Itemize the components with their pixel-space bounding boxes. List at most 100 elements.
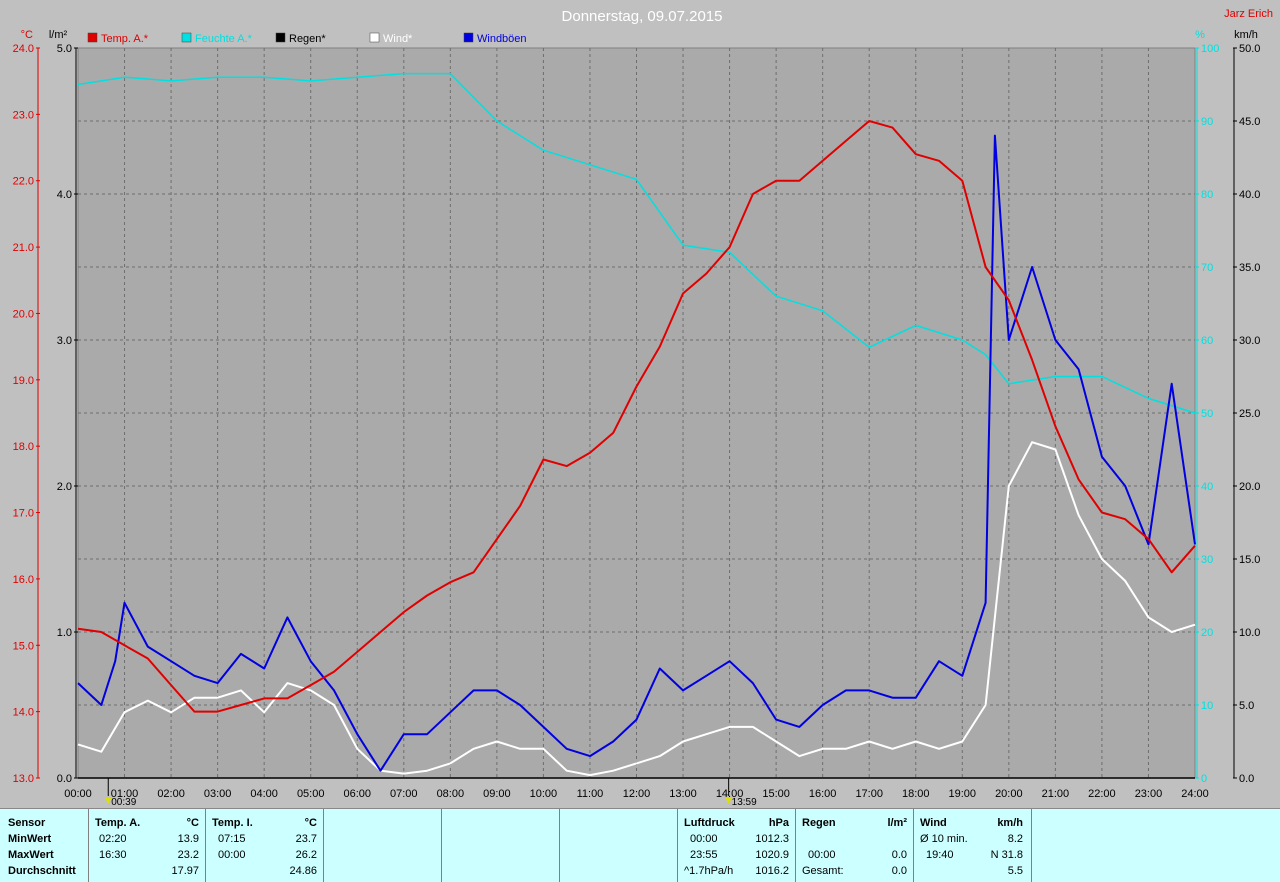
temp-outdoor-header: Temp. A. <box>95 817 141 829</box>
legend-item: Temp. A.* <box>87 32 149 45</box>
wind-avg10-label: Ø 10 min. <box>920 833 968 845</box>
legend-swatch <box>463 32 474 43</box>
temp-tick-label: 20.0 <box>13 308 34 320</box>
row-min-label: MinWert <box>8 833 52 845</box>
wind-tick-label: 45.0 <box>1239 116 1260 128</box>
sensor-column: Sensor MinWert MaxWert Durchschnitt <box>0 809 89 882</box>
wind-tick-label: 35.0 <box>1239 262 1260 274</box>
wind-tick-label: 25.0 <box>1239 408 1260 420</box>
temp-outdoor-column: Temp. A. °C 02:20 13.9 16:30 23.2 17.97 <box>89 809 206 882</box>
pressure-trend: ^1.7hPa/h <box>684 865 734 877</box>
x-tick-label: 11:00 <box>577 788 604 800</box>
humidity-tick-label: 20 <box>1201 627 1213 639</box>
temp-tick-label: 13.0 <box>13 773 34 785</box>
time-markers: 00:39 13:59 <box>105 778 757 808</box>
x-tick-label: 21:00 <box>1042 788 1070 800</box>
x-tick-label: 04:00 <box>250 788 278 800</box>
temp-outdoor-min-time: 02:20 <box>99 833 127 845</box>
temp-indoor-max: 26.2 <box>295 849 317 861</box>
legend-swatch <box>369 32 380 43</box>
rain-tick-label: 5.0 <box>57 43 72 55</box>
legend-swatch <box>275 32 286 43</box>
empty-column-1 <box>324 809 442 882</box>
empty-column-2 <box>442 809 560 882</box>
series-lines <box>77 72 1196 779</box>
legend-label: Windböen <box>477 33 527 45</box>
station-name: Jarz Erich <box>1224 8 1273 20</box>
wind-tick-label: 5.0 <box>1239 700 1254 712</box>
x-tick-label: 13:00 <box>669 788 697 800</box>
humidity-tick-label: 0 <box>1201 773 1207 785</box>
pressure-min: 1012.3 <box>755 833 789 845</box>
x-tick-label: 06:00 <box>343 788 371 800</box>
x-tick-label: 07:00 <box>390 788 418 800</box>
x-tick-label: 22:00 <box>1088 788 1116 800</box>
temp-indoor-unit: °C <box>304 817 317 829</box>
marker-arrow <box>725 798 732 804</box>
row-max-label: MaxWert <box>8 849 54 861</box>
wind-avg: 5.5 <box>1007 865 1023 877</box>
pressure-max: 1020.9 <box>755 849 789 861</box>
temp-tick-label: 24.0 <box>13 43 34 55</box>
temp-tick-label: 14.0 <box>13 707 34 719</box>
statistics-panel: Sensor MinWert MaxWert Durchschnitt Temp… <box>0 808 1280 882</box>
x-tick-label: 19:00 <box>949 788 977 800</box>
wind-header: Wind <box>920 817 947 829</box>
temp-indoor-column: Temp. I. °C 07:15 23.7 00:00 26.2 24.86 <box>206 809 324 882</box>
wind-avg10: 8.2 <box>1007 833 1023 845</box>
temp-outdoor-min: 13.9 <box>177 833 199 845</box>
series-line <box>77 441 1196 777</box>
legend-swatch <box>181 32 192 43</box>
temp-tick-label: 16.0 <box>13 574 34 586</box>
rain-tick-label: 4.0 <box>57 189 72 201</box>
temp-indoor-header: Temp. I. <box>212 817 253 829</box>
wind-column: Wind km/h Ø 10 min. 8.2 19:40 N 31.8 5.5 <box>914 809 1032 882</box>
temp-tick-label: 19.0 <box>13 375 34 387</box>
wind-max: N 31.8 <box>990 849 1023 861</box>
temp-tick-label: 22.0 <box>13 176 34 188</box>
temp-indoor-max-time: 00:00 <box>218 849 246 861</box>
x-tick-label: 12:00 <box>623 788 651 800</box>
temp-tick-label: 17.0 <box>13 508 34 520</box>
humidity-tick-label: 40 <box>1201 481 1213 493</box>
legend-item: Wind* <box>369 32 413 45</box>
x-tick-label: 00:00 <box>64 788 92 800</box>
legend-item: Regen* <box>275 32 326 45</box>
temp-tick-label: 23.0 <box>13 109 34 121</box>
wind-tick-label: 0.0 <box>1239 773 1254 785</box>
x-tick-label: 14:00 <box>716 788 744 800</box>
axis-labels: 13.0 14.0 15.0 16.0 17.0 18.0 19.0 20.0 21.0 22.0… <box>13 43 1261 800</box>
x-tick-label: 03:00 <box>204 788 232 800</box>
x-tick-label: 10:00 <box>530 788 558 800</box>
grid <box>78 48 1195 778</box>
temp-tick-label: 18.0 <box>13 441 34 453</box>
series-line <box>77 120 1196 713</box>
legend: Temp. A.* Feuchte A.* Regen* Wind* Windböen <box>87 32 527 45</box>
marker-label: 00:39 <box>111 797 136 808</box>
legend-item: Windböen <box>463 32 527 45</box>
x-tick-label: 23:00 <box>1135 788 1163 800</box>
series-line <box>77 72 1196 414</box>
temp-indoor-min: 23.7 <box>295 833 317 845</box>
wind-tick-label: 20.0 <box>1239 481 1260 493</box>
pressure-avg: 1016.2 <box>755 865 789 877</box>
x-tick-label: 01:00 <box>111 788 139 800</box>
x-tick-label: 18:00 <box>902 788 930 800</box>
marker-label: 13:59 <box>732 797 757 808</box>
rain-total-label: Gesamt: <box>802 865 844 877</box>
rain-tick-label: 2.0 <box>57 481 72 493</box>
legend-swatch <box>87 32 98 43</box>
humidity-tick-label: 30 <box>1201 554 1213 566</box>
pressure-unit: hPa <box>768 817 789 829</box>
x-tick-label: 09:00 <box>483 788 511 800</box>
x-tick-label: 02:00 <box>157 788 185 800</box>
rain-tick-label: 1.0 <box>57 627 72 639</box>
temp-outdoor-max-time: 16:30 <box>99 849 127 861</box>
temp-outdoor-unit: °C <box>186 817 199 829</box>
temp-tick-label: 21.0 <box>13 242 34 254</box>
wind-tick-label: 40.0 <box>1239 189 1260 201</box>
legend-label: Regen* <box>289 33 326 45</box>
x-tick-label: 24:00 <box>1181 788 1209 800</box>
humidity-tick-label: 90 <box>1201 116 1213 128</box>
humidity-unit: % <box>1195 29 1205 41</box>
